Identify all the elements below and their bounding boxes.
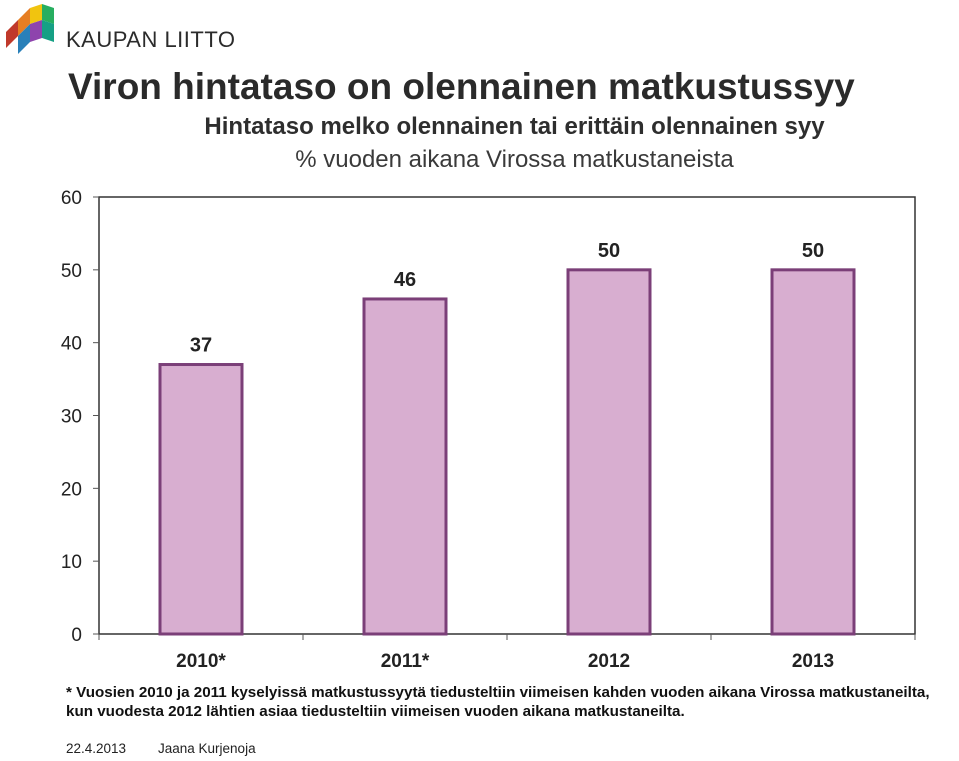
bar-value-label: 37: [190, 335, 212, 357]
bar-value-label: 46: [394, 269, 416, 291]
x-tick-label: 2010*: [176, 651, 226, 672]
x-tick-label: 2012: [588, 651, 630, 672]
bar: [566, 268, 652, 636]
bar: [362, 297, 448, 636]
chart-subtitle-2: % vuoden aikana Virossa matkustaneista: [295, 146, 734, 173]
x-tick-label: 2011*: [381, 651, 430, 672]
footer-author: Jaana Kurjenoja: [158, 741, 256, 756]
bar: [158, 363, 244, 636]
x-tick-label: 2013: [792, 651, 834, 672]
kaupan-liitto-logo-icon: [6, 4, 54, 54]
logo-text: KAUPAN LIITTO: [66, 27, 236, 52]
bar-value-label: 50: [598, 240, 620, 262]
y-tick-label: 60: [61, 188, 82, 209]
y-tick-label: 30: [61, 407, 82, 428]
chart-subtitle: Hintataso melko olennainen tai erittäin …: [204, 113, 825, 140]
footer-date: 22.4.2013: [66, 741, 127, 756]
chart-title: Viron hintataso on olennainen matkustuss…: [68, 66, 855, 107]
bar-value-label: 50: [802, 240, 824, 262]
y-tick-label: 20: [61, 479, 82, 500]
y-tick-label: 40: [61, 334, 82, 355]
y-tick-label: 50: [61, 261, 82, 282]
y-tick-label: 10: [61, 552, 82, 573]
footnote: * Vuosien 2010 ja 2011 kyselyissä matkus…: [66, 684, 930, 720]
y-tick-label: 0: [71, 625, 82, 646]
bar: [770, 268, 856, 636]
